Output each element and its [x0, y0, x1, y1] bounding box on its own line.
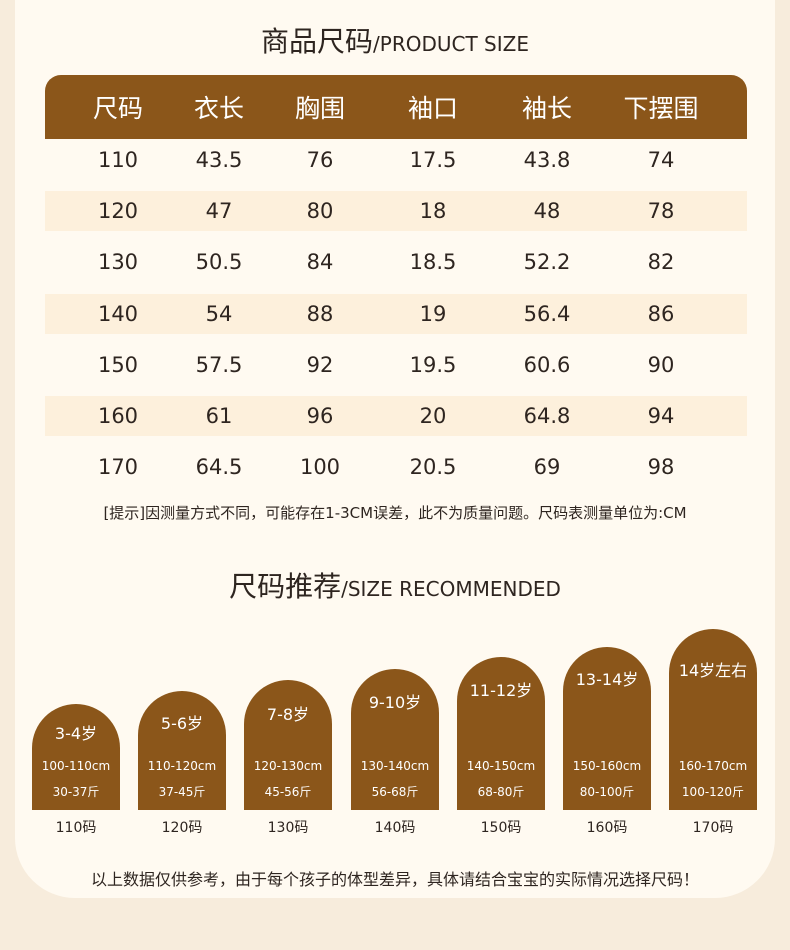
- cell-sleeve: 52.2: [523, 250, 571, 274]
- table-row: 140 54 88 19 56.4 86: [45, 294, 747, 334]
- weight-range: 37-45斤: [158, 785, 206, 799]
- cell-length: 61: [205, 404, 233, 428]
- height-range: 160-170cm: [678, 759, 748, 773]
- cell-length: 47: [205, 199, 233, 223]
- cell-hem: 90: [647, 353, 675, 377]
- table-row: 130 50.5 84 18.5 52.2 82: [45, 242, 747, 282]
- recommend-arch: 14岁左右 160-170cm 100-120斤: [669, 629, 757, 810]
- recommend-arch: 7-8岁 120-130cm 45-56斤: [244, 680, 332, 810]
- cell-hem: 78: [647, 199, 675, 223]
- age-label: 3-4岁: [54, 724, 98, 743]
- measurement-tip: [提示]因测量方式不同，可能存在1-3CM误差，此不为质量问题。尺码表测量单位为…: [103, 504, 687, 522]
- cell-chest: 100: [299, 455, 341, 479]
- disclaimer-footer: 以上数据仅供参考，由于每个孩子的体型差异，具体请结合宝宝的实际情况选择尺码！: [90, 870, 699, 889]
- cell-length: 43.5: [195, 148, 243, 172]
- recommend-arch: 5-6岁 110-120cm 37-45斤: [138, 691, 226, 810]
- height-range: 130-140cm: [360, 759, 430, 773]
- cell-chest: 92: [306, 353, 334, 377]
- age-label: 13-14岁: [575, 670, 639, 689]
- size-label: 160码: [586, 820, 628, 836]
- recommend-arch: 11-12岁 140-150cm 68-80斤: [457, 657, 545, 810]
- header-chest: 胸围: [294, 94, 345, 123]
- product-size-title-cn: 商品尺码: [261, 25, 374, 58]
- weight-range: 56-68斤: [371, 785, 419, 799]
- cell-sleeve: 64.8: [523, 404, 571, 428]
- height-range: 120-130cm: [253, 759, 323, 773]
- cell-cuff: 20: [419, 404, 447, 428]
- cell-size: 110: [97, 148, 139, 172]
- weight-range: 45-56斤: [264, 785, 312, 799]
- header-hem: 下摆围: [623, 94, 699, 123]
- cell-hem: 86: [647, 302, 675, 326]
- cell-hem: 74: [647, 148, 675, 172]
- size-label: 130码: [267, 820, 309, 836]
- header-cuff: 袖口: [407, 94, 458, 123]
- cell-chest: 84: [306, 250, 334, 274]
- table-row: 170 64.5 100 20.5 69 98: [45, 447, 747, 487]
- cell-cuff: 18.5: [409, 250, 457, 274]
- height-range: 150-160cm: [572, 759, 642, 773]
- header-size: 尺码: [92, 94, 143, 123]
- weight-range: 80-100斤: [579, 785, 635, 799]
- cell-length: 64.5: [195, 455, 243, 479]
- size-recommended-title: 尺码推荐/SIZE RECOMMENDED: [0, 565, 790, 605]
- cell-chest: 80: [306, 199, 334, 223]
- cell-cuff: 19: [419, 302, 447, 326]
- height-range: 110-120cm: [147, 759, 217, 773]
- height-range: 100-110cm: [41, 759, 111, 773]
- cell-sleeve: 48: [533, 199, 561, 223]
- cell-cuff: 17.5: [409, 148, 457, 172]
- cell-cuff: 20.5: [409, 455, 457, 479]
- recommend-arch: 9-10岁 130-140cm 56-68斤: [351, 669, 439, 810]
- cell-chest: 96: [306, 404, 334, 428]
- header-sleeve: 袖长: [521, 94, 572, 123]
- recommend-arch: 3-4岁 100-110cm 30-37斤: [32, 704, 120, 810]
- cell-sleeve: 43.8: [523, 148, 571, 172]
- size-label: 140码: [374, 820, 416, 836]
- cell-sleeve: 69: [533, 455, 561, 479]
- weight-range: 68-80斤: [477, 785, 525, 799]
- weight-range: 100-120斤: [681, 785, 745, 799]
- cell-size: 170: [97, 455, 139, 479]
- age-label: 14岁左右: [678, 661, 748, 680]
- product-size-title: 商品尺码/PRODUCT SIZE: [0, 20, 790, 60]
- size-table-header: 尺码 衣长 胸围 袖口 袖长 下摆围: [45, 75, 747, 139]
- cell-size: 140: [97, 302, 139, 326]
- table-row: 110 43.5 76 17.5 43.8 74: [45, 140, 747, 180]
- cell-hem: 98: [647, 455, 675, 479]
- size-label: 170码: [692, 820, 734, 836]
- cell-hem: 94: [647, 404, 675, 428]
- size-recommended-title-cn: 尺码推荐: [229, 570, 342, 603]
- cell-size: 120: [97, 199, 139, 223]
- age-label: 9-10岁: [368, 693, 422, 712]
- cell-length: 57.5: [195, 353, 243, 377]
- cell-size: 130: [97, 250, 139, 274]
- age-label: 7-8岁: [266, 705, 310, 724]
- cell-chest: 88: [306, 302, 334, 326]
- size-label: 110码: [55, 820, 97, 836]
- table-row: 150 57.5 92 19.5 60.6 90: [45, 345, 747, 385]
- cell-size: 160: [97, 404, 139, 428]
- cell-cuff: 19.5: [409, 353, 457, 377]
- height-range: 140-150cm: [466, 759, 536, 773]
- cell-sleeve: 56.4: [523, 302, 571, 326]
- cell-hem: 82: [647, 250, 675, 274]
- cell-chest: 76: [306, 148, 334, 172]
- cell-size: 150: [97, 353, 139, 377]
- size-label: 150码: [480, 820, 522, 836]
- age-label: 11-12岁: [469, 681, 533, 700]
- size-label: 120码: [161, 820, 203, 836]
- cell-cuff: 18: [419, 199, 447, 223]
- cell-length: 50.5: [195, 250, 243, 274]
- table-row: 120 47 80 18 48 78: [45, 191, 747, 231]
- age-label: 5-6岁: [160, 714, 204, 733]
- table-row: 160 61 96 20 64.8 94: [45, 396, 747, 436]
- product-size-title-en: /PRODUCT SIZE: [373, 32, 529, 56]
- cell-length: 54: [205, 302, 233, 326]
- recommend-arch: 13-14岁 150-160cm 80-100斤: [563, 647, 651, 810]
- size-recommended-title-en: /SIZE RECOMMENDED: [341, 577, 561, 601]
- header-length: 衣长: [193, 94, 244, 123]
- weight-range: 30-37斤: [52, 785, 100, 799]
- cell-sleeve: 60.6: [523, 353, 571, 377]
